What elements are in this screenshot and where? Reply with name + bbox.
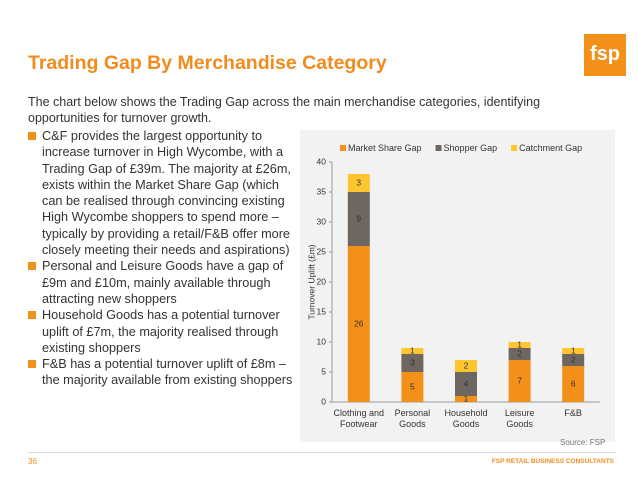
legend-label: Catchment Gap [519,143,582,153]
data-label: 9 [356,213,361,223]
bar-segment [455,360,477,372]
y-tick-label: 0 [321,396,326,406]
data-label: 26 [354,318,364,328]
bullet: Personal and Leisure Goods have a gap of… [28,258,296,307]
bullet: C&F provides the largest opportunity to … [28,128,296,258]
bar-segment [401,348,424,354]
y-tick-label: 30 [317,216,327,226]
legend-swatch [340,145,346,151]
bar-segment [562,354,585,366]
data-label: 2 [464,360,469,370]
data-label: 7 [517,375,522,385]
data-label: 3 [356,177,361,187]
x-tick-label: Leisure Goods [504,408,535,429]
data-label: 1 [410,345,415,355]
x-tick-label: Personal Goods [394,408,431,429]
bar-segment [508,360,531,402]
x-tick-label: Household Goods [444,408,488,429]
y-tick-label: 25 [317,246,327,256]
legend-swatch [435,145,442,151]
data-label: 1 [464,393,469,403]
bar-segment [347,174,370,192]
y-tick-label: 40 [317,156,327,166]
y-tick-label: 5 [321,366,326,376]
bar-segment [401,372,424,402]
bar-segment [508,342,531,348]
bullet: Household Goods has a potential turnover… [28,307,296,356]
data-label: 6 [571,378,576,388]
bar-segment [562,348,585,354]
x-tick-label: Clothing and Footwear [333,408,385,429]
data-label: 5 [410,381,415,391]
y-tick-label: 20 [317,276,327,286]
source: Source: FSP [560,438,606,447]
bullet-list: C&F provides the largest opportunity to … [28,128,296,389]
bar-segment [455,372,477,396]
bar-segment [455,396,477,402]
slide-title: Trading Gap By Merchandise Category [28,52,387,74]
bullet: F&B has a potential turnover uplift of £… [28,356,296,389]
y-axis-label: Turnover Uplift (£m) [306,244,316,319]
y-tick-label: 10 [317,336,327,346]
y-tick-label: 35 [317,186,327,196]
bar-segment [347,192,370,246]
data-label: 3 [410,357,415,367]
bar-segment [347,246,370,402]
y-tick-label: 15 [317,306,327,316]
chart: 0 5 10 15 20 25 30 35 40 Turnover Uplift (£m) Mark… [300,130,615,442]
intro: The chart below shows the Trading Gap ac… [28,95,541,125]
footer: FSP RETAIL BUSINESS CONSULTANTS [491,458,614,465]
x-tick-label: F&B [564,408,582,418]
data-label: 1 [517,339,522,349]
legend-label: Shopper Gap [444,143,498,153]
footer-rule [28,452,616,453]
legend-label: Market Share Gap [348,143,422,153]
data-label: 4 [464,378,469,388]
bar-segment [401,354,424,372]
bar-segment [562,366,585,402]
data-label: 1 [571,345,576,355]
data-label: 2 [517,348,522,358]
bar-segment [508,348,531,360]
page-number: 36 [28,457,37,466]
data-label: 2 [571,354,576,364]
legend-swatch [511,145,518,151]
logo: fsp [584,34,626,76]
